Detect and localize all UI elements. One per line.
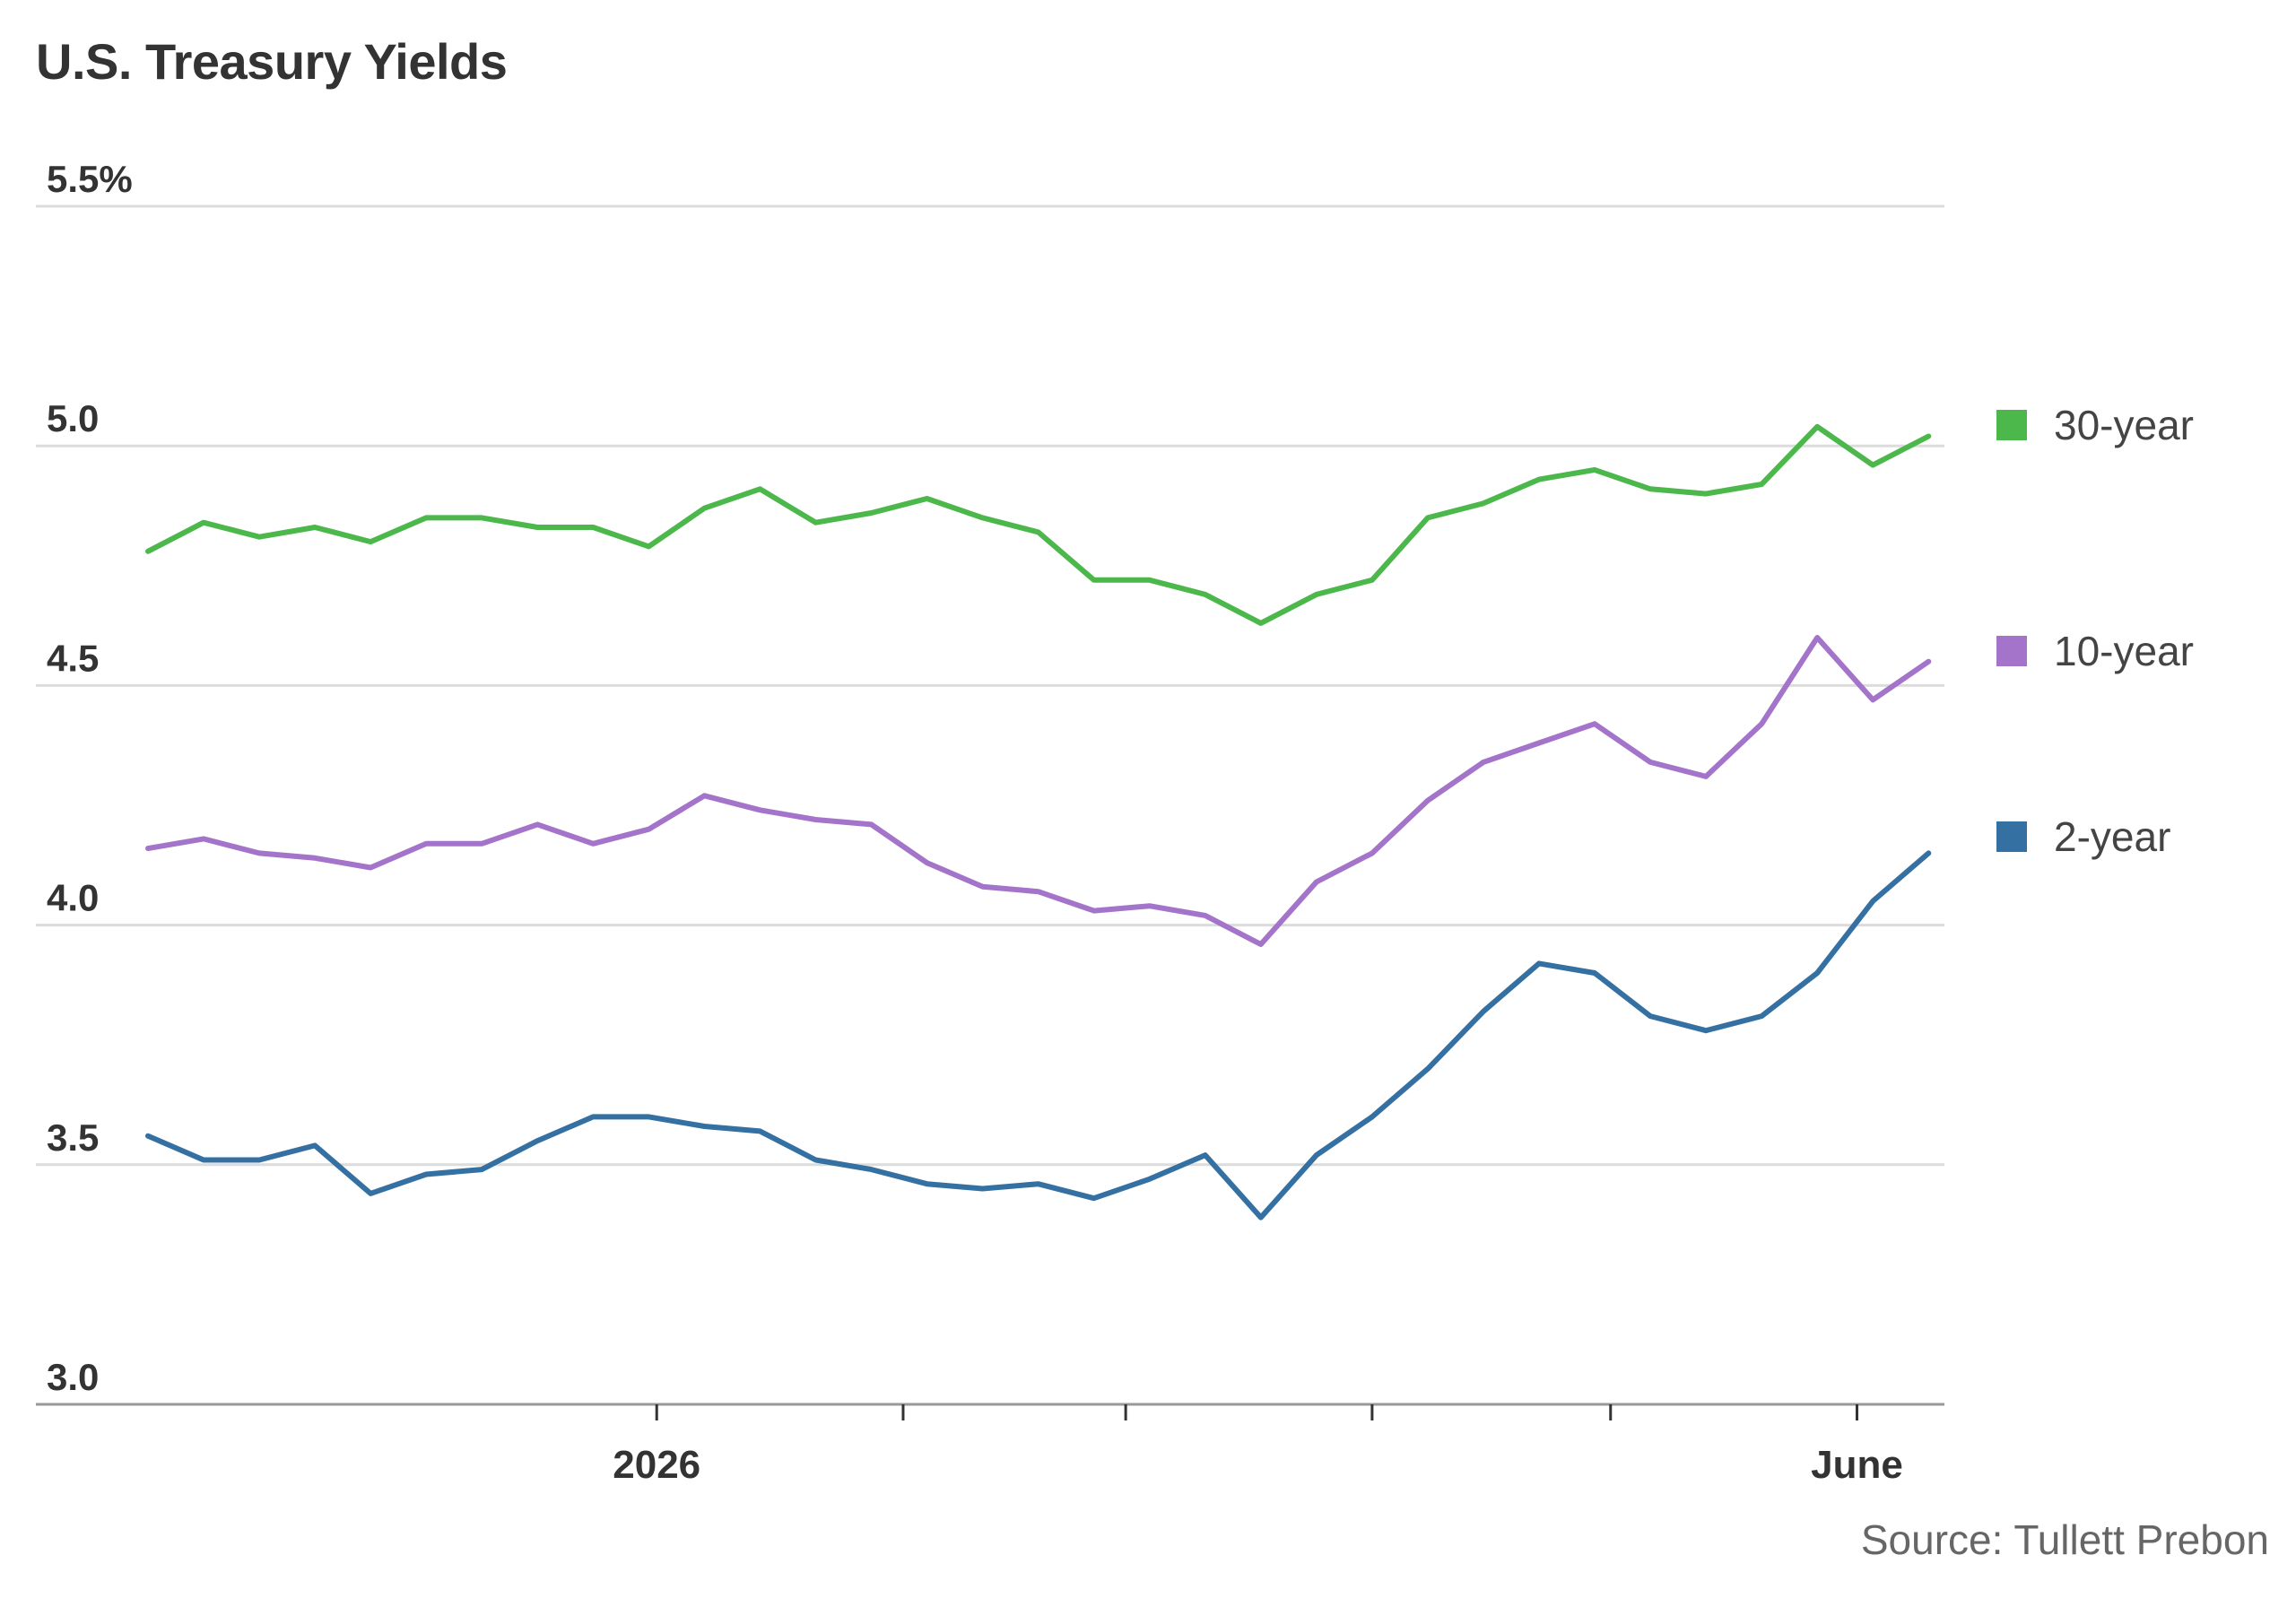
legend-label-30-year: 30-year (2054, 402, 2194, 448)
x-tick-label: 2026 (613, 1443, 700, 1487)
source-note: Source: Tullett Prebon (1860, 1516, 2269, 1563)
legend-swatch-30-year (1996, 410, 2027, 440)
y-tick-label: 4.0 (47, 877, 99, 919)
legend: 30-year 10-year 2-year (1996, 402, 2194, 860)
x-axis: 2026 June (36, 1403, 1944, 1487)
y-tick-label: 3.5 (47, 1116, 99, 1159)
y-tick-label: 3.0 (47, 1356, 99, 1398)
series-line-10-year (145, 635, 1932, 947)
legend-label-10-year: 10-year (2054, 628, 2194, 674)
gridlines (36, 204, 1944, 1167)
y-axis: 5.5% 5.0 4.5 4.0 3.5 3.0 (47, 158, 133, 1398)
legend-label-2-year: 2-year (2054, 813, 2170, 860)
legend-swatch-2-year (1996, 821, 2027, 852)
series-lines (145, 423, 1932, 1220)
series-line-2-year (145, 850, 1932, 1220)
y-tick-label: 5.5% (47, 158, 133, 200)
legend-swatch-10-year (1996, 636, 2027, 666)
y-tick-label: 4.5 (47, 637, 99, 679)
chart-title: U.S. Treasury Yields (36, 33, 508, 90)
y-tick-label: 5.0 (47, 397, 99, 439)
series-line-30-year (145, 423, 1932, 626)
x-tick-label: June (1811, 1443, 1903, 1487)
